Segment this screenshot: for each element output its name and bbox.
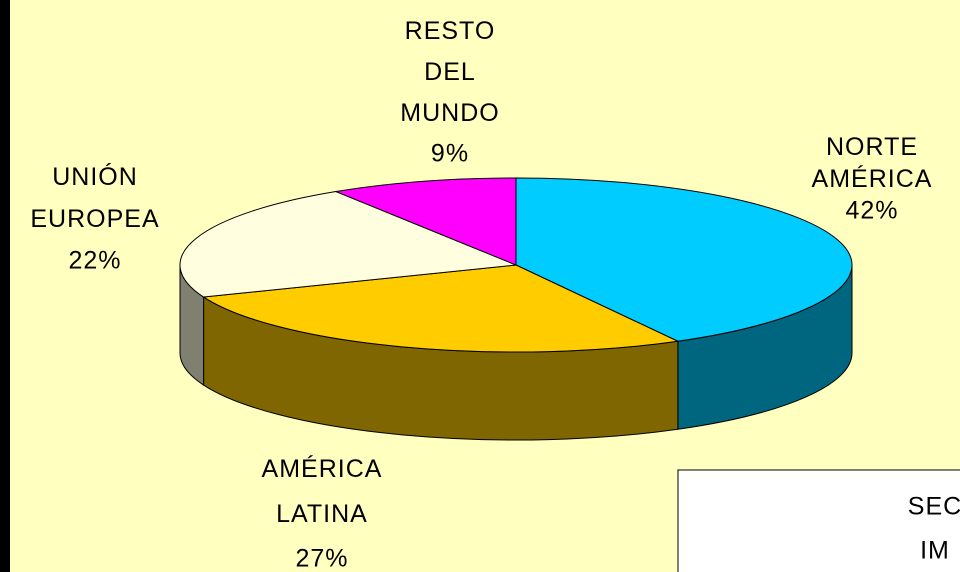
label-line: RESTO [405,17,496,45]
slice [334,177,517,266]
label-line: DEL [424,58,476,86]
note-line: IM [920,537,950,565]
label-line: AMÉRICA [262,454,383,483]
pie [179,177,853,441]
label-line: AMÉRICA [812,164,933,193]
value-label: 42% [845,197,898,225]
left-strip [0,0,10,572]
value-label: 27% [295,545,348,572]
label-line: NORTE [826,133,918,161]
slice [179,191,517,298]
slice-label: AMÉRICA LATINA [262,454,383,528]
slice-label: RESTO DEL MUNDO [400,17,499,127]
slice-label: NORTE AMÉRICA [812,133,933,193]
slice [515,177,853,342]
label-line: EUROPEA [30,205,159,233]
slice-label: UNIÓN EUROPEA [30,162,159,233]
value-label: 9% [431,140,469,168]
value-label: 22% [68,247,121,275]
label-line: MUNDO [400,99,499,127]
note-line: SEC [908,493,960,521]
slice [202,264,680,353]
label-line: LATINA [276,500,368,528]
label-line: UNIÓN [52,162,138,191]
note-box [677,469,960,572]
